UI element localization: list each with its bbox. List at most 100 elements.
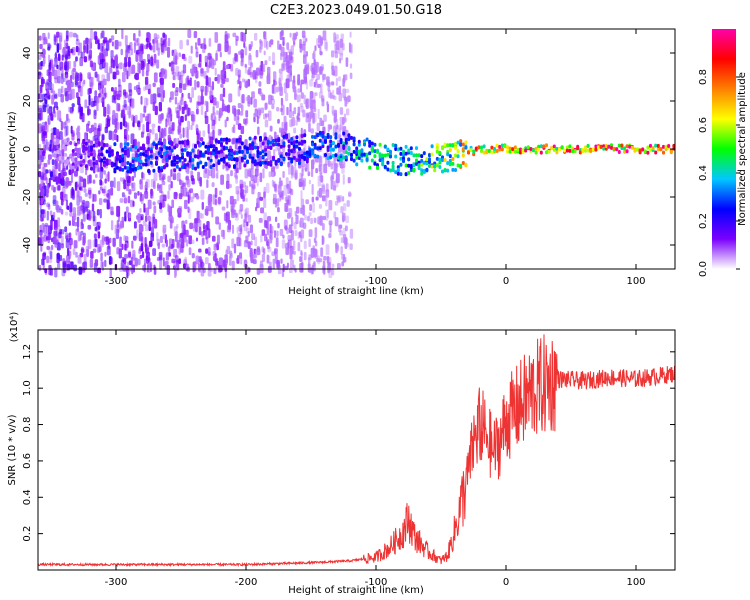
heatmap-cell <box>39 93 42 103</box>
heatmap-cell <box>46 79 49 88</box>
heatmap-cell <box>60 120 64 131</box>
heatmap-cell <box>326 103 330 113</box>
heatmap-cell <box>373 142 377 147</box>
heatmap-cell <box>295 119 298 126</box>
heatmap-cell <box>184 219 188 225</box>
heatmap-cell <box>43 173 47 181</box>
heatmap-cell <box>301 30 306 38</box>
heatmap-cell <box>56 157 60 162</box>
heatmap-cell <box>66 264 71 271</box>
heatmap-cell <box>167 116 172 126</box>
heatmap-cell <box>185 126 189 138</box>
heatmap-cell <box>111 41 114 47</box>
heatmap-cell <box>178 258 181 265</box>
heatmap-cell <box>298 157 301 162</box>
heatmap-cell <box>261 160 265 165</box>
heatmap-cell <box>46 245 51 250</box>
heatmap-cell <box>311 142 314 147</box>
heatmap-cell <box>313 153 317 158</box>
heatmap-cell <box>314 227 318 238</box>
heatmap-cell <box>175 154 179 159</box>
heatmap-cell <box>420 171 424 176</box>
heatmap-cell <box>177 102 180 110</box>
heatmap-cell <box>321 141 325 146</box>
heatmap-cell <box>286 106 289 116</box>
heatmap-cell <box>149 160 153 165</box>
heatmap-cell <box>66 238 70 243</box>
heatmap-cell <box>625 144 629 149</box>
heatmap-cell <box>292 240 296 251</box>
heatmap-cell <box>80 230 84 236</box>
heatmap-cell <box>318 91 323 99</box>
heatmap-cell <box>563 148 567 153</box>
heatmap-cell <box>115 65 119 72</box>
heatmap-cell <box>56 31 60 38</box>
heatmap-cell <box>60 243 64 249</box>
heatmap-cell <box>370 141 374 146</box>
heatmap-cell <box>215 173 218 179</box>
heatmap-cell <box>65 125 69 136</box>
heatmap-cell <box>162 44 165 54</box>
heatmap-cell <box>335 77 338 86</box>
heatmap-cell <box>114 133 117 141</box>
heatmap-cell <box>53 230 58 237</box>
heatmap-cell <box>66 137 70 142</box>
heatmap-cell <box>303 68 307 80</box>
heatmap-cell <box>667 143 671 148</box>
heatmap-cell <box>287 144 291 149</box>
heatmap-cell <box>95 159 99 164</box>
heatmap-cell <box>76 34 79 42</box>
heatmap-cell <box>277 40 280 50</box>
heatmap-cell <box>215 52 218 61</box>
heatmap-cell <box>144 149 148 154</box>
heatmap-cell <box>355 162 359 167</box>
heatmap-cell <box>194 218 199 224</box>
heatmap-cell <box>274 138 278 143</box>
heatmap-cell <box>245 197 248 203</box>
heatmap-cell <box>389 154 392 159</box>
heatmap-cell <box>344 137 348 142</box>
heatmap-cell <box>171 121 175 132</box>
heatmap-cell <box>573 149 577 154</box>
heatmap-cell <box>144 215 148 222</box>
heatmap-cell <box>222 259 226 268</box>
heatmap-cell <box>290 45 294 56</box>
heatmap-cell <box>75 39 80 46</box>
heatmap-cell <box>67 45 70 57</box>
heatmap-cell <box>204 150 208 155</box>
heatmap-cell <box>152 213 155 220</box>
heatmap-cell <box>162 151 166 156</box>
heatmap-cell <box>54 101 58 109</box>
heatmap-cell <box>196 81 200 88</box>
heatmap-cell <box>317 216 321 225</box>
x-tick-label: -200 <box>235 276 258 287</box>
heatmap-cell <box>322 215 327 221</box>
heatmap-cell <box>222 87 226 98</box>
heatmap-cell <box>204 208 209 216</box>
heatmap-cell <box>433 164 437 169</box>
heatmap-cell <box>454 141 457 146</box>
heatmap-cell <box>500 143 504 148</box>
heatmap-cell <box>342 141 346 146</box>
heatmap-cell <box>50 219 53 231</box>
heatmap-cell <box>325 209 329 221</box>
heatmap-cell <box>300 133 304 138</box>
heatmap-cell <box>222 159 226 164</box>
heatmap-cell <box>74 147 78 152</box>
heatmap-cell <box>219 93 224 101</box>
heatmap-cell <box>259 260 264 268</box>
heatmap-cell <box>140 197 144 205</box>
heatmap-cell <box>131 240 134 249</box>
heatmap-cell <box>266 255 271 264</box>
heatmap-cell <box>338 124 342 132</box>
y-tick-label: -40 <box>22 237 33 253</box>
heatmap-cell <box>292 155 296 160</box>
heatmap-cell <box>117 90 122 98</box>
heatmap-cell <box>111 130 115 141</box>
heatmap-cell <box>86 43 89 54</box>
heatmap-cell <box>79 252 84 258</box>
heatmap-cell <box>571 149 574 154</box>
heatmap-cell <box>312 202 315 213</box>
heatmap-cell <box>215 161 218 171</box>
heatmap-cell <box>106 245 111 256</box>
